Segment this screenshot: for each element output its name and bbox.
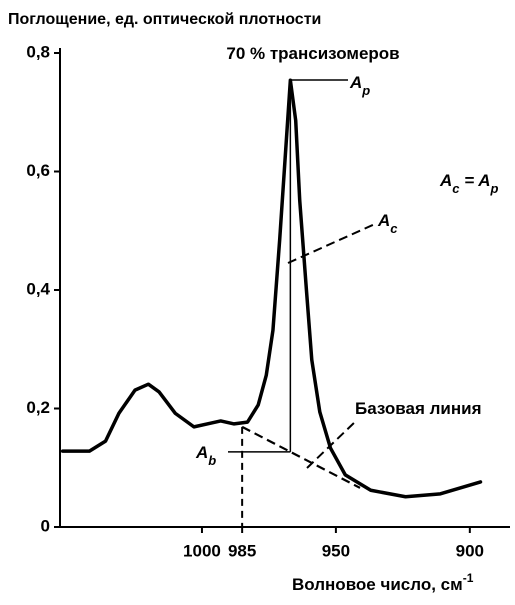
text-part: b (208, 453, 216, 468)
text-part: p (361, 83, 370, 98)
x-axis-label: Волновое число, см-1 (292, 571, 474, 594)
y-tick-label: 0,4 (26, 279, 50, 298)
annotation: 70 % трансизомеров (226, 44, 399, 63)
text-part: c (452, 181, 460, 196)
y-tick-label: 0 (41, 516, 50, 535)
text-part: c (390, 221, 398, 236)
text-part: A (195, 443, 208, 462)
annotation: Ap (349, 73, 370, 97)
spectrum-line (60, 78, 483, 499)
annotation: Ac (377, 211, 398, 235)
y-tick-label: 0,6 (26, 161, 50, 180)
annotation: Ac = Ap (439, 171, 499, 195)
y-tick-label: 0,8 (26, 42, 50, 61)
x-tick-label: 950 (322, 541, 350, 560)
x-tick-label: 900 (456, 541, 484, 560)
text-part: Волновое число, см (292, 575, 463, 594)
annotation: Базовая линия (355, 399, 482, 418)
chart-title: Поглощение, ед. оптической плотности (8, 11, 321, 28)
annotation: Ab (195, 443, 216, 467)
text-part: Базовая линия (355, 399, 482, 418)
x-tick-label: 1000 (183, 541, 221, 560)
text-part: A (377, 211, 390, 230)
leader-line (306, 419, 358, 469)
text-part: 70 % трансизомеров (226, 44, 399, 63)
baseline (241, 425, 361, 489)
x-tick-label: 985 (228, 541, 256, 560)
text-part: p (490, 181, 499, 196)
y-tick-label: 0,2 (26, 398, 50, 417)
text-part: A (349, 73, 362, 92)
text-part: -1 (463, 571, 474, 585)
text-part: A (439, 171, 452, 190)
text-part: = A (460, 171, 491, 190)
